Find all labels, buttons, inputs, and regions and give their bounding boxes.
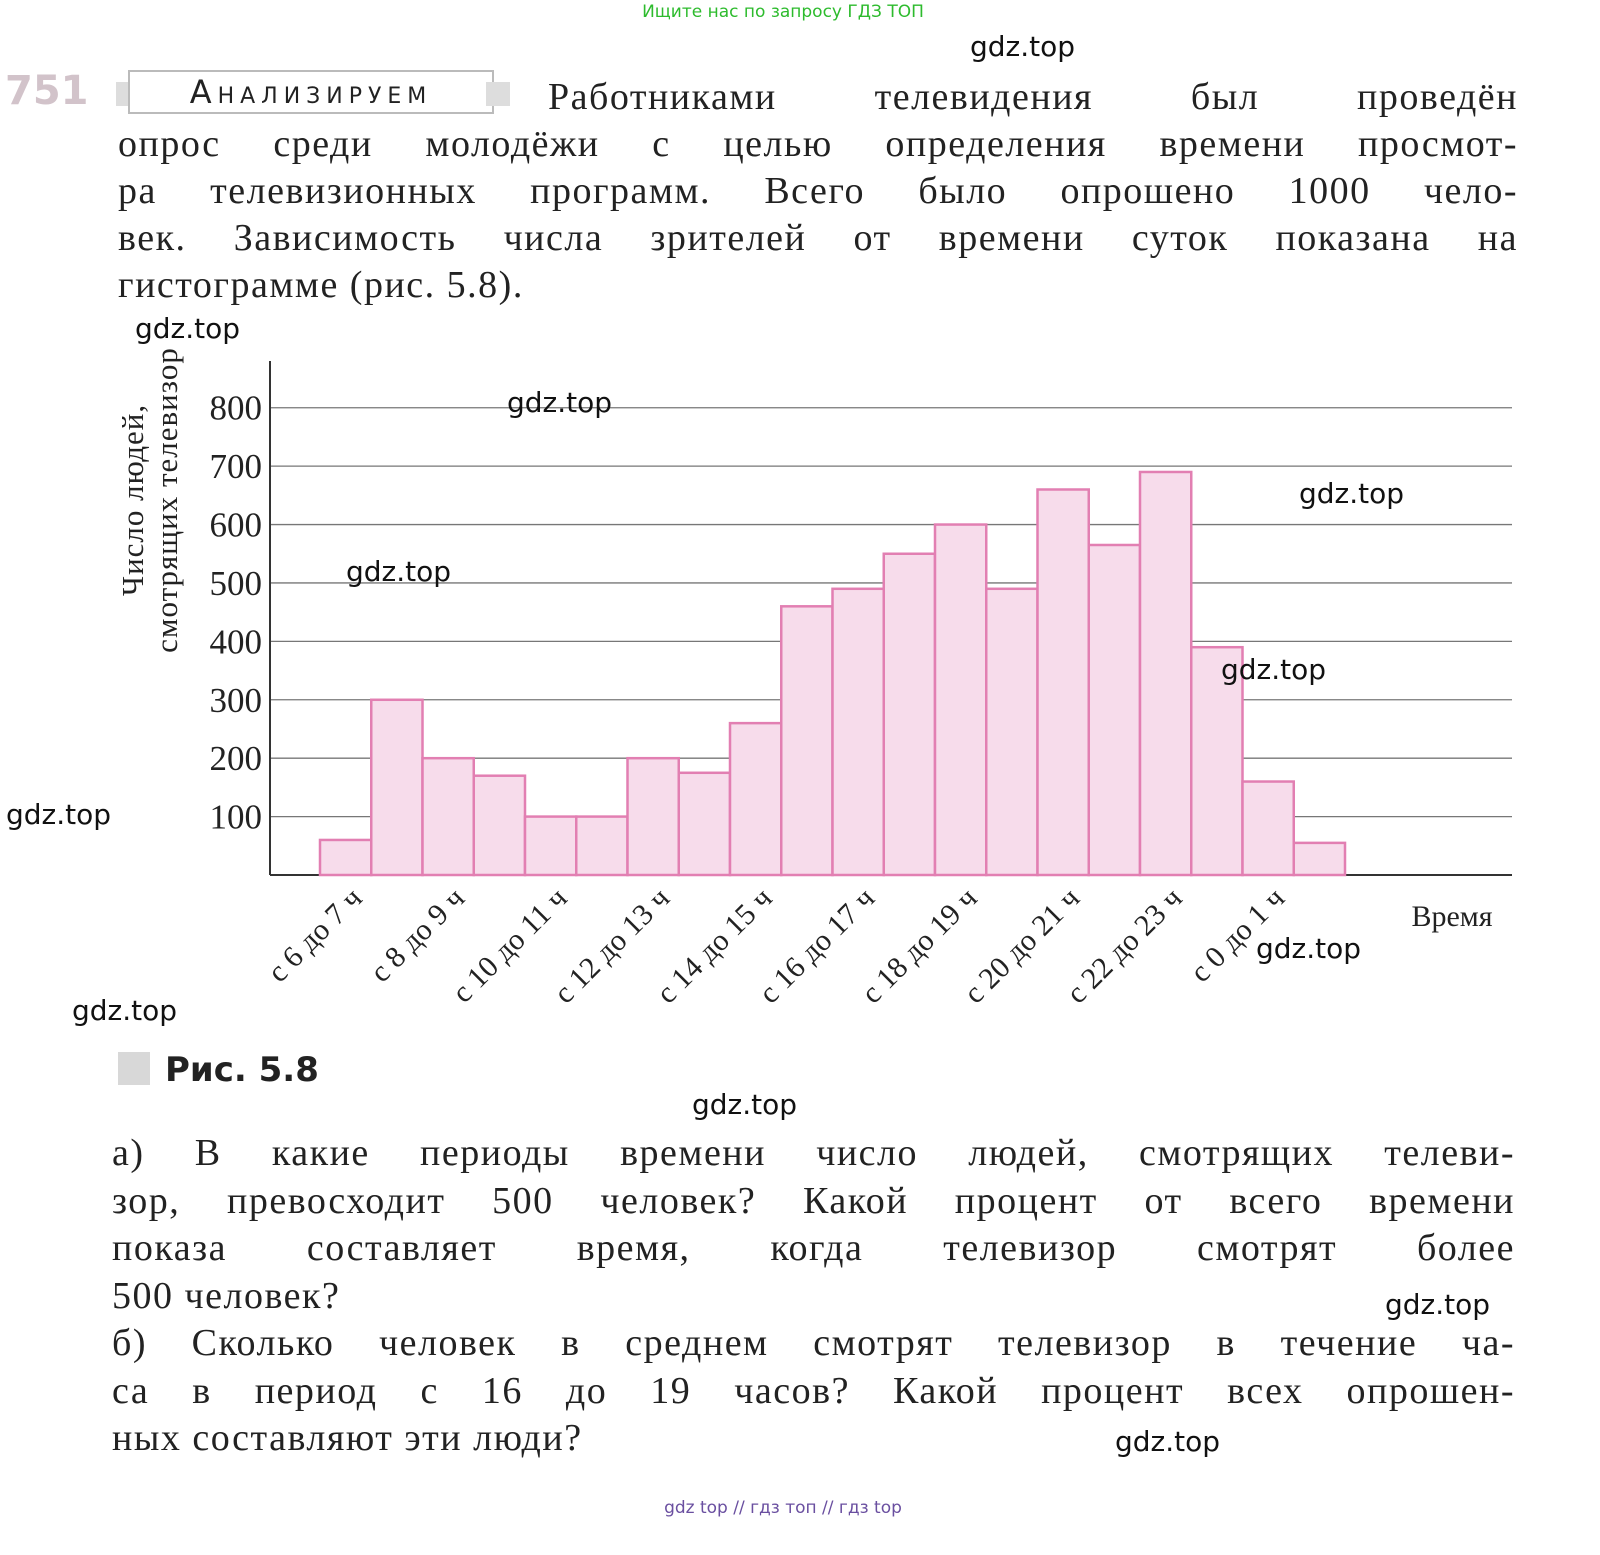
bar bbox=[780, 605, 834, 877]
watermark: gdz.top bbox=[135, 312, 241, 345]
x-tick-label: с 8 до 9 ч bbox=[364, 882, 471, 989]
bar bbox=[1036, 488, 1090, 877]
y-axis-label: смотрящих телевизор bbox=[149, 347, 184, 653]
y-tick-label: 300 bbox=[210, 681, 263, 720]
bar bbox=[677, 771, 732, 877]
y-tick-label: 800 bbox=[210, 389, 263, 428]
bar bbox=[1241, 780, 1295, 877]
question-line: ных составляют эти люди? bbox=[112, 1417, 583, 1459]
footer: gdz top // гдз топ // гдз top bbox=[664, 1498, 902, 1518]
bar bbox=[575, 815, 629, 877]
intro-line: век. Зависимость числа зрителей от време… bbox=[118, 217, 1518, 259]
bar bbox=[626, 756, 680, 877]
y-tick-label: 700 bbox=[210, 447, 263, 486]
y-tick-label: 200 bbox=[210, 739, 263, 778]
bar bbox=[318, 838, 373, 877]
question-line: показа составляет время, когда телевизор… bbox=[112, 1227, 1515, 1269]
figure-caption: Рис. 5.8 bbox=[165, 1050, 319, 1090]
intro-line: опрос среди молодёжи с целью определения… bbox=[118, 123, 1518, 165]
watermark: gdz.top bbox=[346, 555, 452, 588]
bar bbox=[370, 698, 424, 877]
watermark: gdz.top bbox=[6, 798, 112, 831]
bar bbox=[882, 552, 937, 877]
y-tick-label: 400 bbox=[210, 622, 263, 661]
watermark: gdz.top bbox=[507, 386, 613, 419]
watermark: gdz.top bbox=[1256, 932, 1362, 965]
bar bbox=[1190, 645, 1244, 877]
y-tick-label: 600 bbox=[210, 506, 263, 545]
question-line: б) Сколько человек в среднем смотрят тел… bbox=[112, 1322, 1515, 1364]
y-axis-label: Число людей, bbox=[115, 404, 150, 596]
watermark: gdz.top bbox=[1221, 653, 1327, 686]
bar bbox=[523, 815, 578, 877]
top-notice: Ищите нас по запросу ГДЗ ТОП bbox=[642, 2, 924, 22]
question-line: 500 человек? bbox=[112, 1274, 341, 1317]
watermark: gdz.top bbox=[1299, 477, 1405, 510]
watermark: gdz.top bbox=[1115, 1425, 1221, 1458]
watermark: gdz.top bbox=[72, 994, 178, 1027]
bar bbox=[1087, 543, 1142, 877]
bar bbox=[985, 587, 1039, 877]
watermark: gdz.top bbox=[692, 1088, 798, 1121]
question-line: зор, превосходит 500 человек? Какой проц… bbox=[112, 1179, 1515, 1222]
bar bbox=[472, 774, 527, 877]
bar bbox=[1138, 470, 1193, 877]
intro-line: Работниками телевидения был проведён bbox=[548, 76, 1518, 118]
bar bbox=[933, 523, 988, 877]
tag-marker bbox=[116, 82, 130, 106]
problem-tag: Анализируем bbox=[128, 70, 494, 114]
x-axis-label: Время bbox=[1411, 900, 1492, 933]
question-line: са в период с 16 до 19 часов? Какой проц… bbox=[112, 1369, 1515, 1412]
caption-marker bbox=[118, 1052, 150, 1085]
tag-marker bbox=[486, 82, 510, 106]
y-tick-label: 500 bbox=[210, 564, 263, 603]
y-tick-label: 100 bbox=[210, 798, 263, 837]
problem-number: 751 bbox=[5, 68, 89, 114]
question-line: а) В какие периоды времени число людей, … bbox=[112, 1132, 1515, 1174]
bar bbox=[728, 721, 783, 877]
bar bbox=[1292, 841, 1347, 877]
watermark: gdz.top bbox=[1385, 1288, 1491, 1321]
watermark: gdz.top bbox=[970, 30, 1076, 63]
x-tick-label: с 6 до 7 ч bbox=[261, 882, 368, 989]
intro-line: ра телевизионных программ. Всего было оп… bbox=[118, 170, 1518, 212]
bar bbox=[831, 587, 885, 877]
intro-line: гистограмме (рис. 5.8). bbox=[118, 264, 524, 306]
bar bbox=[421, 756, 475, 877]
